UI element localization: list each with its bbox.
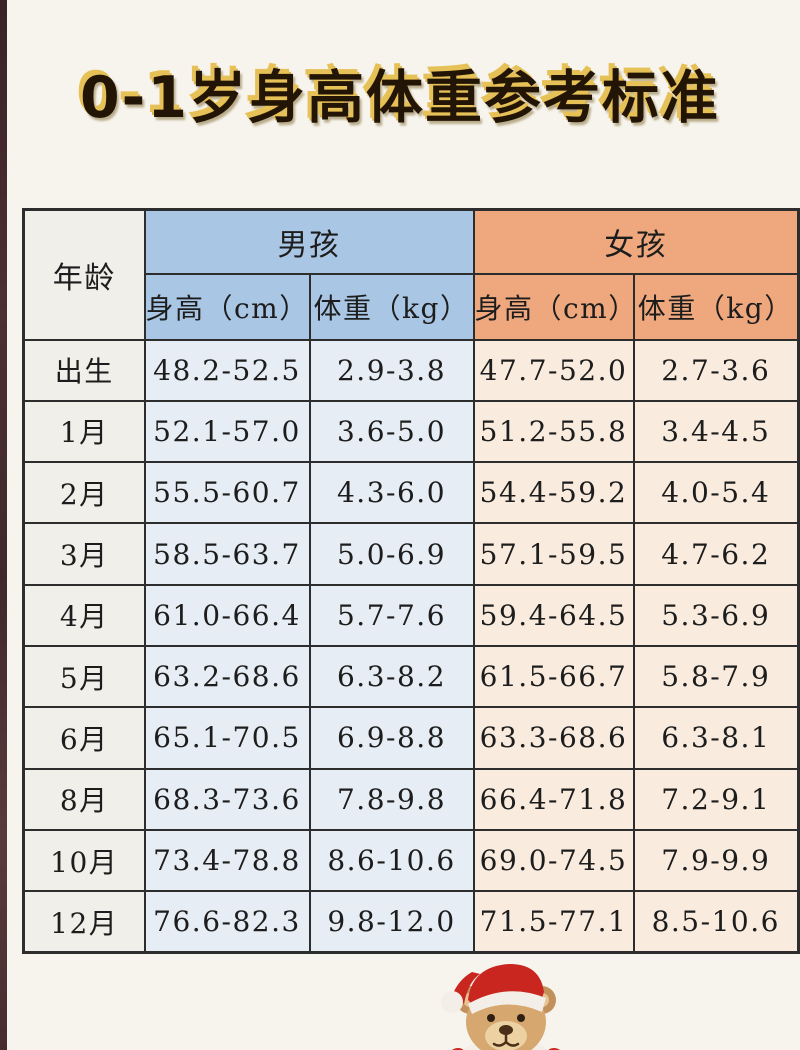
table-row: 8月 68.3-73.6 7.8-9.8 66.4-71.8 7.2-9.1 [22,767,800,831]
age-column-header: 年龄 [22,208,146,341]
page-title: 0-1岁身高体重参考标准 [80,65,720,131]
table-row: 10月 73.4-78.8 8.6-10.6 69.0-74.5 7.9-9.9 [22,828,800,893]
boy-height-cell: 48.2-52.5 [143,338,311,402]
table-row: 12月 76.6-82.3 9.8-12.0 71.5-77.1 8.5-10.6 [22,890,800,954]
age-cell: 1月 [22,399,146,464]
age-cell: 12月 [22,890,146,954]
age-cell: 10月 [22,828,146,893]
boy-height-cell: 61.0-66.4 [143,583,311,647]
girl-weight-header: 体重（kg） [632,272,800,341]
girl-weight-cell: 7.2-9.1 [632,767,800,831]
table-row: 4月 61.0-66.4 5.7-7.6 59.4-64.5 5.3-6.9 [22,583,800,647]
girl-weight-cell: 6.3-8.1 [632,706,800,770]
boy-weight-cell: 5.0-6.9 [308,522,475,586]
boy-height-cell: 76.6-82.3 [143,890,311,954]
girl-height-cell: 61.5-66.7 [472,644,635,709]
table-row: 3月 58.5-63.7 5.0-6.9 57.1-59.5 4.7-6.2 [22,522,800,586]
boy-weight-cell: 4.3-6.0 [308,461,475,525]
girl-weight-cell: 2.7-3.6 [632,338,800,402]
boy-weight-header: 体重（kg） [308,272,475,341]
girl-weight-cell: 4.7-6.2 [632,522,800,586]
boy-weight-cell: 5.7-7.6 [308,583,475,647]
girl-weight-cell: 7.9-9.9 [632,828,800,893]
boy-weight-cell: 7.8-9.8 [308,767,475,831]
table-row: 出生 48.2-52.5 2.9-3.8 47.7-52.0 2.7-3.6 [22,338,800,402]
boy-height-cell: 52.1-57.0 [143,399,311,464]
boy-height-cell: 58.5-63.7 [143,522,311,586]
age-cell: 8月 [22,767,146,831]
girl-height-cell: 69.0-74.5 [472,828,635,893]
age-cell: 3月 [22,522,146,586]
boy-height-header: 身高（cm） [143,272,311,341]
girl-height-cell: 63.3-68.6 [472,706,635,770]
teddy-bear-image [428,952,584,1050]
boy-group-header: 男孩 [143,208,475,275]
age-cell: 5月 [22,644,146,709]
table-header: 年龄 男孩 女孩 身高（cm） 体重（kg） 身高（cm） 体重（kg） [22,208,800,341]
boy-weight-cell: 3.6-5.0 [308,399,475,464]
girl-weight-cell: 4.0-5.4 [632,461,800,525]
table-row: 1月 52.1-57.0 3.6-5.0 51.2-55.8 3.4-4.5 [22,399,800,464]
header-row-measures: 身高（cm） 体重（kg） 身高（cm） 体重（kg） [24,272,800,341]
girl-weight-cell: 5.8-7.9 [632,644,800,709]
boy-height-cell: 55.5-60.7 [143,461,311,525]
boy-height-cell: 73.4-78.8 [143,828,311,893]
santa-teddy-bear-icon [441,964,561,1050]
age-cell: 6月 [22,706,146,770]
girl-height-cell: 54.4-59.2 [472,461,635,525]
girl-height-cell: 47.7-52.0 [472,338,635,402]
boy-height-cell: 65.1-70.5 [143,706,311,770]
boy-weight-cell: 6.9-8.8 [308,706,475,770]
boy-weight-cell: 8.6-10.6 [308,828,475,893]
girl-weight-cell: 8.5-10.6 [632,890,800,954]
girl-height-header: 身高（cm） [472,272,636,341]
girl-height-cell: 66.4-71.8 [472,767,635,831]
girl-group-header: 女孩 [472,208,800,275]
boy-height-cell: 63.2-68.6 [143,644,311,709]
age-cell: 2月 [22,461,146,525]
boy-weight-cell: 2.9-3.8 [308,338,475,402]
girl-height-cell: 51.2-55.8 [472,399,635,464]
header-row-groups: 年龄 男孩 女孩 [22,208,800,341]
boy-height-cell: 68.3-73.6 [143,767,311,831]
left-edge-strip [0,0,7,1050]
girl-height-cell: 57.1-59.5 [472,522,635,586]
girl-weight-cell: 5.3-6.9 [632,583,800,647]
age-cell: 出生 [22,338,146,402]
table-row: 6月 65.1-70.5 6.9-8.8 63.3-68.6 6.3-8.1 [22,706,800,770]
girl-weight-cell: 3.4-4.5 [632,399,800,464]
boy-weight-cell: 6.3-8.2 [308,644,475,709]
table-body: 出生 48.2-52.5 2.9-3.8 47.7-52.0 2.7-3.6 1月 52.1… [22,338,800,954]
girl-height-cell: 59.4-64.5 [472,583,635,647]
age-cell: 4月 [22,583,146,647]
growth-reference-table: 年龄 男孩 女孩 身高（cm） 体重（kg） 身高（cm） 体重（kg） 出生 4… [22,208,800,954]
table-row: 2月 55.5-60.7 4.3-6.0 54.4-59.2 4.0-5.4 [22,461,800,525]
boy-weight-cell: 9.8-12.0 [308,890,475,954]
table-row: 5月 63.2-68.6 6.3-8.2 61.5-66.7 5.8-7.9 [22,644,800,709]
girl-height-cell: 71.5-77.1 [472,890,635,954]
